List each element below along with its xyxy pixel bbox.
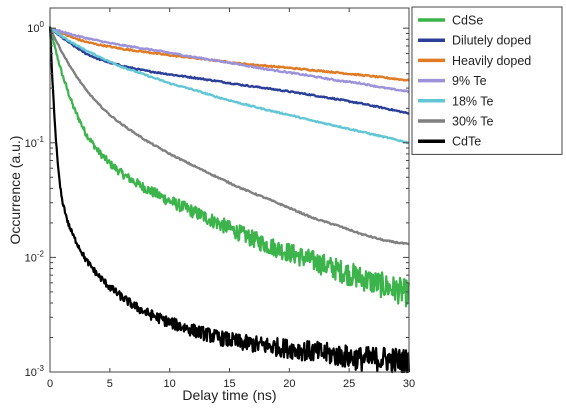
legend-label: 30% Te	[452, 115, 494, 129]
y-axis-title: Occurrence (a.u.)	[7, 136, 23, 245]
legend: CdSe Dilutely doped Heavily doped 9% Te 18% …	[412, 7, 562, 154]
y-tick-label: 100	[27, 20, 44, 35]
plot-lines	[50, 27, 409, 373]
x-tick-label: 5	[107, 378, 113, 390]
legend-label: 18% Te	[452, 94, 494, 108]
legend-label: Dilutely doped	[452, 34, 531, 48]
x-tick-label: 25	[343, 378, 355, 390]
legend-label: 9% Te	[452, 74, 487, 88]
legend-label: Heavily doped	[452, 54, 531, 68]
y-tick-label: 10-2	[25, 249, 45, 264]
x-ticks: 0 5 10 15 20 25 30	[47, 8, 415, 390]
x-axis-title: Delay time (ns)	[182, 387, 276, 403]
y-tick-label: 10-3	[25, 364, 45, 379]
series-line	[50, 28, 409, 81]
x-tick-label: 20	[283, 378, 295, 390]
x-tick-label: 0	[47, 378, 53, 390]
series-line	[50, 28, 409, 307]
x-tick-label: 30	[403, 378, 415, 390]
y-tick-label: 10-1	[25, 135, 45, 150]
legend-label: CdSe	[452, 14, 483, 28]
x-tick-label: 10	[164, 378, 176, 390]
legend-label: CdTe	[452, 135, 481, 149]
series-line	[50, 27, 409, 373]
